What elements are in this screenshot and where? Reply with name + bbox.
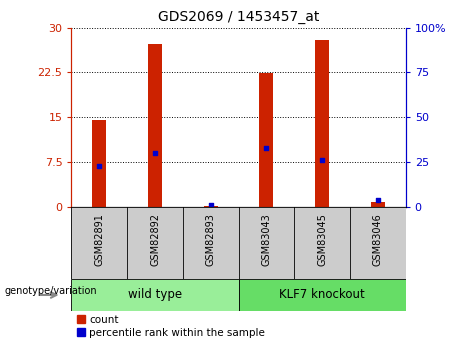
Text: GSM82891: GSM82891 [95, 213, 104, 266]
Point [263, 145, 270, 150]
Bar [148, 44, 162, 207]
Text: GSM83046: GSM83046 [373, 213, 383, 266]
Point [319, 158, 326, 163]
Bar [204, 206, 218, 207]
Point [95, 163, 103, 168]
Point [151, 150, 159, 156]
Point [374, 197, 382, 203]
Bar [371, 202, 385, 207]
Text: KLF7 knockout: KLF7 knockout [279, 288, 365, 302]
Text: GSM82893: GSM82893 [206, 213, 216, 266]
Bar [92, 120, 106, 207]
Text: wild type: wild type [128, 288, 182, 302]
Text: GSM83043: GSM83043 [261, 213, 272, 266]
Legend: count, percentile rank within the sample: count, percentile rank within the sample [77, 315, 265, 338]
Bar [315, 40, 329, 207]
Point [207, 203, 214, 208]
Bar [238, 279, 406, 311]
Title: GDS2069 / 1453457_at: GDS2069 / 1453457_at [158, 10, 319, 24]
Text: genotype/variation: genotype/variation [5, 286, 97, 296]
Bar [260, 73, 273, 207]
Text: GSM83045: GSM83045 [317, 213, 327, 266]
Text: GSM82892: GSM82892 [150, 213, 160, 266]
Bar [71, 279, 239, 311]
